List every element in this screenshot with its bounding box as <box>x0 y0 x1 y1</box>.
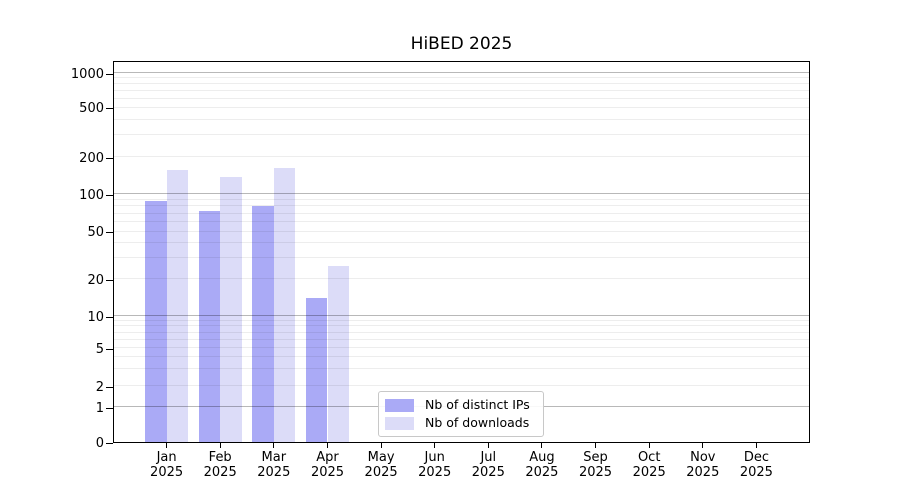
y-tick-mark <box>106 316 113 318</box>
legend-swatch-downloads <box>385 416 414 430</box>
y-tick-label: 2 <box>95 379 104 395</box>
legend-swatch-distinct-ips <box>385 398 414 412</box>
x-tick-label: Dec 2025 <box>739 450 773 480</box>
x-tick-label: Aug 2025 <box>525 450 559 480</box>
bar-downloads-mar <box>273 167 296 442</box>
y-tick-label: 1000 <box>70 66 104 82</box>
bar-downloads-jan <box>166 170 188 442</box>
x-tick-label: Sep 2025 <box>578 450 613 480</box>
plot-area <box>113 61 810 443</box>
legend-label-downloads: Nb of downloads <box>425 415 530 430</box>
legend: Nb of distinct IPs Nb of downloads <box>378 391 544 437</box>
y-tick-mark <box>106 73 113 75</box>
x-tick-label: Nov 2025 <box>686 450 720 480</box>
bar-distinct-ips-apr <box>306 298 328 442</box>
x-tick-label: Apr 2025 <box>310 450 345 480</box>
x-tick-mark <box>434 443 436 448</box>
y-tick-mark <box>106 407 113 409</box>
legend-row-distinct-ips: Nb of distinct IPs <box>385 398 537 412</box>
legend-row-downloads: Nb of downloads <box>385 416 537 430</box>
x-tick-mark <box>273 443 275 448</box>
y-tick-label: 5 <box>95 341 104 357</box>
x-tick-label: Jan 2025 <box>150 450 184 480</box>
x-tick-mark <box>755 443 757 448</box>
y-tick-label: 50 <box>87 225 104 241</box>
x-tick-mark <box>702 443 704 448</box>
bars-layer <box>114 62 809 442</box>
y-tick-label: 20 <box>87 272 104 288</box>
y-tick-mark <box>106 157 113 159</box>
bar-downloads-apr <box>327 265 349 442</box>
x-tick-label: Jul 2025 <box>471 450 505 480</box>
legend-label-distinct-ips: Nb of distinct IPs <box>425 397 530 412</box>
x-tick-mark <box>166 443 168 448</box>
y-tick-mark <box>106 108 113 110</box>
bar-distinct-ips-feb <box>198 210 221 442</box>
x-tick-mark <box>648 443 650 448</box>
x-tick-mark <box>595 443 596 448</box>
y-tick-label: 500 <box>79 101 104 117</box>
bar-distinct-ips-jan <box>145 200 167 442</box>
y-tick-label: 200 <box>79 150 104 166</box>
y-tick-mark <box>106 194 113 196</box>
y-tick-label: 0 <box>95 435 104 451</box>
x-tick-label: Jun 2025 <box>418 450 452 480</box>
x-tick-mark <box>327 443 328 448</box>
y-tick-mark <box>106 386 113 388</box>
x-tick-mark <box>219 443 221 448</box>
x-tick-label: Oct 2025 <box>632 450 666 480</box>
x-tick-mark <box>541 443 543 448</box>
y-tick-mark <box>106 232 113 234</box>
y-tick-mark <box>106 442 113 444</box>
x-tick-label: Mar 2025 <box>257 450 291 480</box>
bar-distinct-ips-mar <box>252 206 274 442</box>
x-tick-mark <box>380 443 382 448</box>
y-tick-label: 100 <box>79 187 104 203</box>
y-tick-mark <box>106 279 113 281</box>
y-tick-mark <box>106 348 113 350</box>
x-tick-mark <box>487 443 489 448</box>
y-tick-label: 10 <box>87 309 104 325</box>
bar-downloads-feb <box>220 177 242 442</box>
y-tick-label: 1 <box>95 400 104 416</box>
x-tick-label: May 2025 <box>364 450 398 480</box>
x-tick-label: Feb 2025 <box>203 450 237 480</box>
chart-title: HiBED 2025 <box>410 34 513 54</box>
